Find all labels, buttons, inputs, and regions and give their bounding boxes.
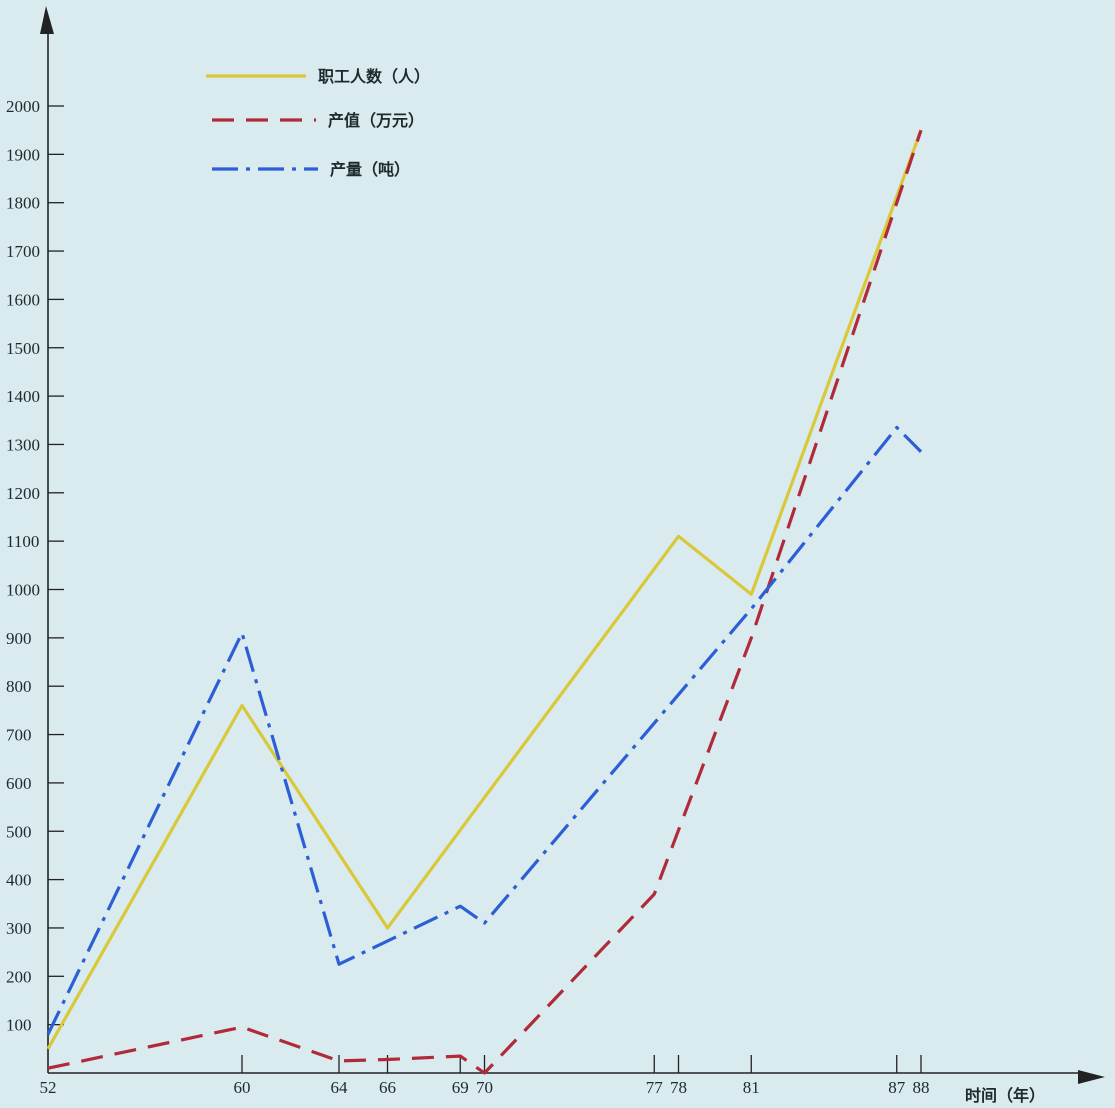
y-tick-label: 900 [6, 629, 32, 648]
x-tick-label: 64 [331, 1078, 349, 1097]
y-tick-label: 100 [6, 1016, 32, 1035]
x-tick-label: 81 [743, 1078, 760, 1097]
y-tick-label: 1400 [6, 387, 40, 406]
x-tick-label: 69 [452, 1078, 469, 1097]
legend-label-3: 产量（吨） [330, 160, 410, 179]
y-tick-label: 1000 [6, 581, 40, 600]
y-tick-label: 800 [6, 677, 32, 696]
series-line-1 [46, 129, 923, 1050]
series-line-3 [46, 425, 923, 1035]
y-axis-arrow [40, 6, 54, 34]
legend-label-2: 产值（万元） [328, 111, 424, 130]
y-tick-label: 400 [6, 871, 32, 890]
x-tick-label: 77 [646, 1078, 664, 1097]
y-tick-label: 1200 [6, 484, 40, 503]
y-tick-label: 2000 [6, 97, 40, 116]
y-tick-label: 600 [6, 774, 32, 793]
x-tick-label: 52 [40, 1078, 57, 1097]
y-tick-label: 700 [6, 726, 32, 745]
legend-label-1: 职工人数（人） [318, 67, 430, 86]
y-tick-label: 1300 [6, 435, 40, 454]
y-tick-label: 300 [6, 919, 32, 938]
y-tick-label: 1700 [6, 242, 40, 261]
x-tick-label: 60 [234, 1078, 251, 1097]
x-tick-label: 87 [888, 1078, 906, 1097]
x-axis-title: 时间（年） [965, 1086, 1045, 1105]
x-tick-label: 70 [476, 1078, 493, 1097]
x-tick-label: 88 [913, 1078, 930, 1097]
y-tick-label: 1500 [6, 339, 40, 358]
x-tick-label: 66 [379, 1078, 396, 1097]
y-tick-label: 500 [6, 822, 32, 841]
x-axis-arrow [1078, 1070, 1105, 1084]
y-tick-label: 1900 [6, 145, 40, 164]
y-tick-label: 1800 [6, 194, 40, 213]
x-tick-label: 78 [670, 1078, 687, 1097]
y-tick-label: 200 [6, 967, 32, 986]
y-tick-label: 1600 [6, 290, 40, 309]
y-tick-label: 1100 [6, 532, 39, 551]
